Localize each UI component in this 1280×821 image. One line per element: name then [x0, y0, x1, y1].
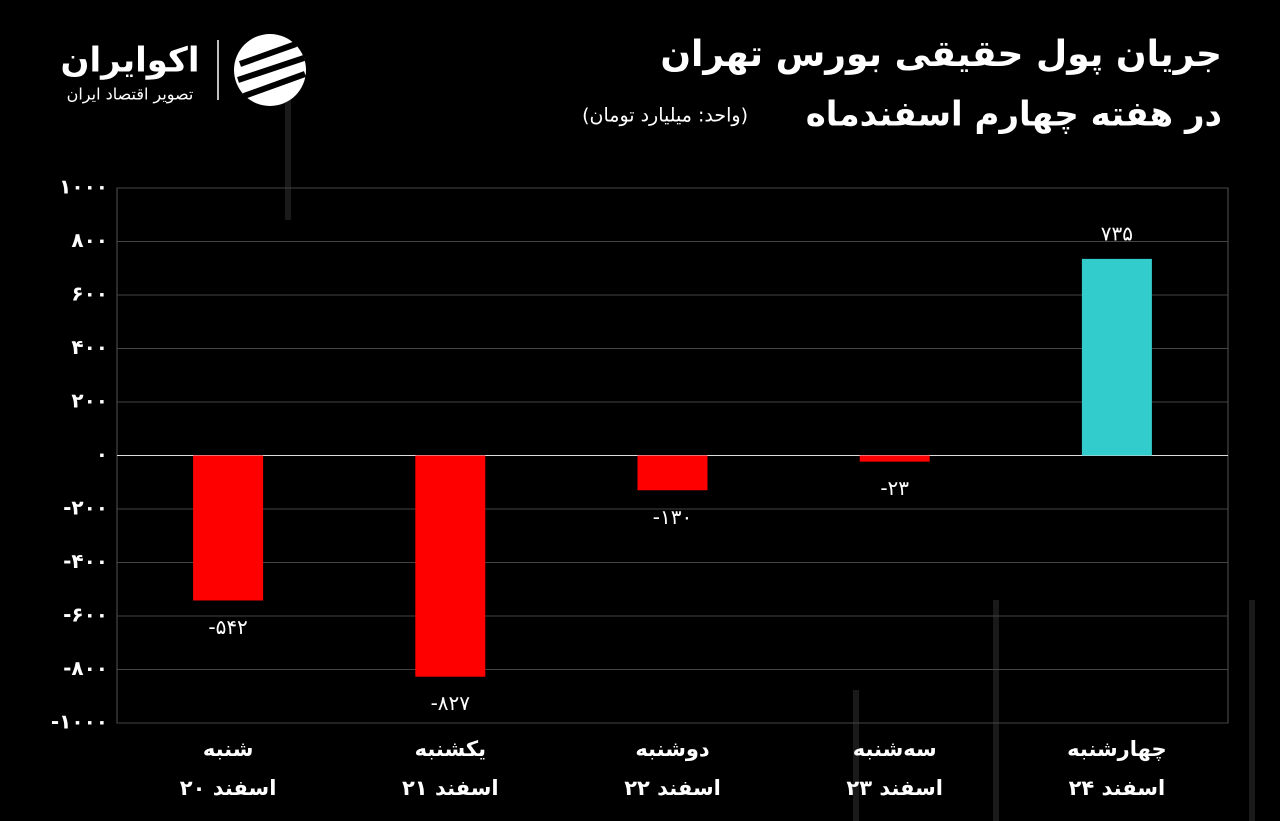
x-tick-label: شنبه	[203, 737, 254, 761]
y-tick-label: ۱۰۰۰	[59, 175, 108, 199]
x-tick-date: ۲۱ اسفند	[402, 776, 499, 800]
x-tick-date: ۲۳ اسفند	[846, 776, 943, 800]
x-tick-label: یکشنبه	[415, 737, 486, 761]
bar	[193, 455, 264, 601]
chart-title: جریان پول حقیقی بورس تهران	[660, 34, 1222, 75]
bar	[859, 455, 930, 462]
logo-tagline: تصویر اقتصاد ایران	[67, 85, 194, 105]
y-tick-label: -۸۰۰	[63, 656, 108, 680]
value-label: -۲۳	[880, 476, 909, 500]
value-label: -۵۴۲	[208, 615, 247, 639]
x-tick-label: دوشنبه	[635, 737, 710, 761]
bar	[415, 455, 486, 677]
x-tick-date: ۲۴ اسفند	[1069, 776, 1166, 800]
decor	[285, 80, 1255, 821]
x-tick-date: ۲۲ اسفند	[624, 776, 721, 800]
logo-icon	[234, 34, 307, 106]
y-tick-label: ۲۰۰	[71, 389, 108, 413]
logo-name: اکوایران	[61, 41, 200, 81]
value-label: ۷۳۵	[1101, 221, 1133, 245]
y-tick-label: -۶۰۰	[63, 603, 108, 627]
y-tick-label: ۰	[96, 442, 108, 466]
y-tick-label: -۴۰۰	[63, 549, 108, 573]
y-tick-label: ۶۰۰	[71, 282, 108, 306]
value-label: -۸۲۷	[431, 691, 471, 715]
x-tick-label: سه‌شنبه	[853, 737, 937, 761]
x-tick-date: ۲۰ اسفند	[180, 776, 277, 800]
chart-subtitle: در هفته چهارم اسفندماه	[806, 95, 1222, 135]
y-tick-label: -۱۰۰۰	[51, 710, 108, 734]
x-tick-label: چهارشنبه	[1067, 737, 1167, 761]
y-tick-label: -۲۰۰	[63, 496, 108, 520]
unit-note: (واحد: میلیارد تومان)	[582, 105, 748, 127]
bar	[637, 455, 708, 491]
value-label: -۱۳۰	[653, 505, 692, 529]
y-tick-label: ۸۰۰	[71, 228, 108, 252]
bar	[1081, 258, 1152, 456]
y-tick-label: ۴۰۰	[71, 335, 108, 359]
